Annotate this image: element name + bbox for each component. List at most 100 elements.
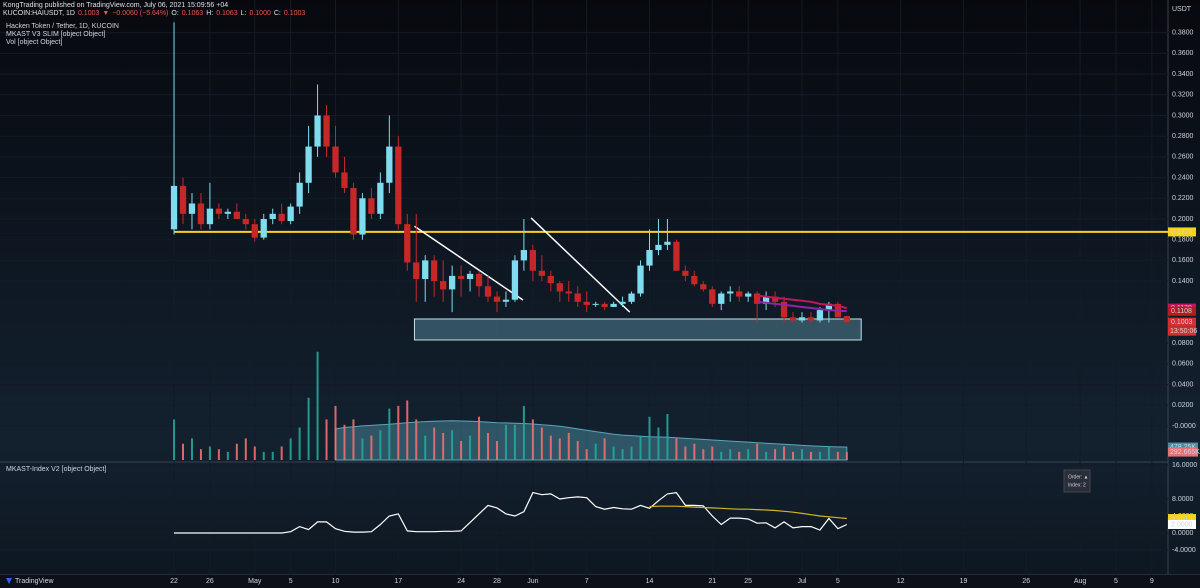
x-tick-label: 12	[897, 578, 905, 585]
volume-bar	[783, 446, 786, 460]
candle-body	[601, 303, 608, 307]
candle-body	[610, 303, 617, 307]
volume-badge	[1168, 447, 1198, 457]
volume-bar	[370, 435, 373, 460]
axis-unit: USDT	[1172, 6, 1192, 13]
y-tick-label: 0.0200	[1172, 402, 1194, 409]
x-tick-label: 9	[1150, 578, 1154, 585]
candle-body	[583, 301, 590, 305]
x-tick-label: 22	[170, 578, 178, 585]
candle-body	[260, 218, 267, 238]
volume-bar	[693, 443, 696, 460]
volume-bar	[226, 451, 229, 460]
candle-body	[780, 301, 788, 318]
candle-body	[771, 296, 779, 302]
candle-body	[673, 241, 680, 271]
price-badge-label: 0.1003	[1171, 319, 1193, 326]
volume-bar	[406, 400, 409, 460]
volume-bar	[182, 443, 185, 460]
indicator-line	[174, 491, 848, 534]
candle-body	[440, 281, 447, 290]
volume-badge-label: 292.665K	[1170, 449, 1200, 456]
volume-bar	[800, 449, 803, 460]
x-tick-label: Aug	[1074, 578, 1087, 585]
volume-bar	[343, 424, 346, 460]
candle-body	[197, 203, 205, 225]
volume-bar	[720, 451, 723, 460]
y-tick-label: 0.3200	[1172, 92, 1194, 99]
header-part: C:	[274, 10, 281, 17]
y-tick-label: 0.0600	[1172, 361, 1194, 368]
candle-body	[762, 296, 770, 304]
header-part: −0.0060 (−5.64%)	[112, 10, 168, 17]
candle-body	[305, 146, 312, 183]
candle-body	[745, 293, 752, 297]
volume-bar	[298, 427, 301, 460]
volume-bar	[307, 397, 310, 460]
volume-bar	[666, 414, 669, 460]
candle-body	[224, 211, 231, 214]
candle-body	[170, 185, 178, 230]
candle-body	[215, 208, 223, 214]
x-tick-label: 5	[289, 578, 293, 585]
header-part: H:	[206, 10, 213, 17]
indicator-line	[649, 505, 847, 520]
candle-body	[709, 289, 716, 304]
volume-bar	[809, 451, 812, 460]
volume-bar	[621, 449, 624, 460]
candle-body	[807, 317, 815, 321]
candle-body	[753, 293, 761, 304]
candle-body	[493, 296, 501, 302]
trend-line	[414, 225, 524, 301]
y-tick-label: 0.0400	[1172, 381, 1194, 388]
candle-body	[511, 260, 519, 300]
x-tick-label: Jun	[527, 578, 538, 585]
header-part: 0.1063	[216, 10, 238, 17]
x-tick-label: 5	[836, 578, 840, 585]
volume-bar	[603, 438, 606, 460]
candle-body	[484, 286, 492, 297]
legend-entry: Vol [object Object]	[6, 39, 62, 46]
candle-body	[646, 250, 653, 266]
candle-body	[798, 317, 806, 321]
y-tick-label: -4.0000	[1172, 547, 1196, 554]
volume-bar	[513, 424, 516, 460]
volume-bar	[630, 446, 633, 460]
y-tick-label: 16.0000	[1172, 462, 1197, 469]
x-tick-label: 14	[646, 578, 654, 585]
price-badge	[1168, 306, 1196, 316]
header-part: 0.1003	[284, 10, 306, 17]
candle-body	[242, 218, 249, 225]
volume-badge-label: 478.25K	[1170, 444, 1196, 451]
x-tick-label: 28	[493, 578, 501, 585]
y-tick-label: 0.1600	[1172, 257, 1194, 264]
x-tick-label: 17	[394, 578, 402, 585]
volume-bar	[827, 446, 830, 460]
volume-bar	[325, 419, 328, 460]
volume-bar	[460, 441, 463, 460]
candle-body	[664, 241, 671, 245]
price-badge-label: 0.1108	[1171, 308, 1192, 315]
volume-bar	[244, 438, 247, 460]
candle-body	[789, 317, 797, 321]
y-tick-label: 0.3400	[1172, 71, 1194, 78]
candle-body	[278, 213, 285, 222]
candle-body	[700, 284, 707, 290]
signal-text: Index: 2	[1068, 482, 1086, 488]
publisher: KongTrading published on TradingView.com…	[3, 2, 228, 9]
volume-bar	[567, 432, 570, 460]
volume-bar	[774, 449, 777, 460]
candle-body	[359, 198, 366, 235]
volume-bar	[495, 441, 498, 460]
volume-bar	[675, 438, 678, 460]
volume-bar	[280, 446, 283, 460]
volume-bar	[549, 435, 552, 460]
candle-body	[825, 303, 833, 311]
volume-bar	[684, 446, 687, 460]
candle-body	[413, 262, 420, 280]
candle-body	[269, 213, 276, 219]
volume-bar	[702, 449, 705, 460]
